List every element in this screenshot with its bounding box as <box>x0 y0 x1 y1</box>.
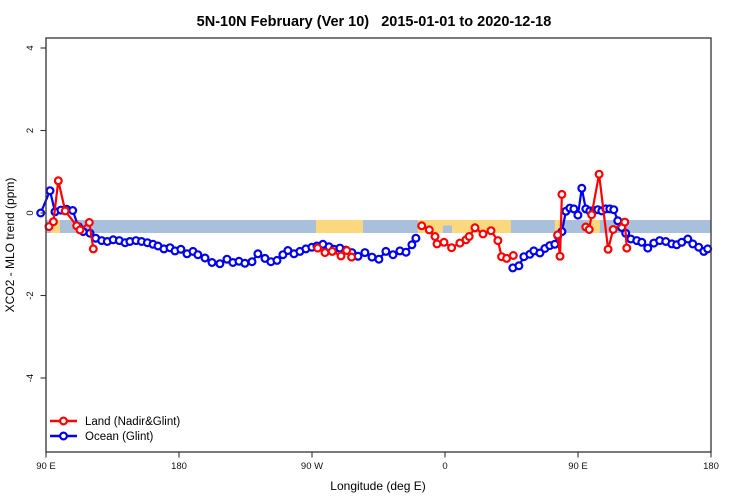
x-tick-label: 90 E <box>568 461 588 472</box>
data-point <box>609 205 619 215</box>
axis-ticks-layer: 90 E 180 90 W 0 90 E 180 -4 -2 0 2 4 <box>25 45 719 472</box>
y-tick-label: 4 <box>25 45 36 50</box>
data-point <box>703 244 713 254</box>
data-point <box>550 239 560 249</box>
y-tick-label: 0 <box>25 210 36 215</box>
y-tick-label: 2 <box>25 128 36 133</box>
data-point <box>75 225 85 235</box>
data-point <box>320 248 330 258</box>
data-point <box>587 210 597 220</box>
data-point <box>327 246 337 256</box>
data-point <box>569 204 579 214</box>
data-point <box>207 258 217 268</box>
data-point <box>200 253 210 263</box>
data-point <box>643 243 653 253</box>
legend-label-land: Land (Nadir&Glint) <box>85 416 180 428</box>
water-notch <box>442 225 452 234</box>
data-point <box>347 252 357 262</box>
land-patch <box>554 220 561 234</box>
data-point <box>253 249 263 259</box>
data-point <box>486 226 496 236</box>
x-tick-label: 90 W <box>301 461 323 472</box>
legend-markers <box>50 416 77 441</box>
data-point <box>381 246 391 256</box>
data-point <box>411 233 421 243</box>
y-axis-label: XCO2 - MLO trend (ppm) <box>3 178 17 313</box>
data-point <box>508 251 518 261</box>
data-point <box>388 250 398 260</box>
ocean-map-band <box>46 220 711 234</box>
data-point <box>637 237 647 247</box>
data-point <box>336 251 346 261</box>
data-point <box>514 261 524 271</box>
data-point <box>577 183 587 193</box>
data-point <box>553 230 563 240</box>
data-point <box>439 237 449 247</box>
plot-border <box>45 37 712 453</box>
chart-title: 5N-10N February (Ver 10) 2015-01-01 to 2… <box>197 14 552 30</box>
data-point <box>48 217 58 227</box>
data-point <box>367 252 377 262</box>
data-point <box>620 217 630 227</box>
data-point <box>603 244 613 254</box>
data-point <box>68 206 78 216</box>
data-point <box>683 234 693 244</box>
data-point <box>215 259 225 269</box>
x-tick-label: 90 E <box>36 461 56 472</box>
data-point <box>417 221 427 231</box>
data-point <box>193 250 203 260</box>
land-patch <box>588 220 600 234</box>
data-point <box>478 229 488 239</box>
data-point <box>176 244 186 254</box>
data-point <box>430 232 440 242</box>
data-point <box>573 210 583 220</box>
data-point <box>60 206 70 216</box>
data-point <box>342 246 352 256</box>
data-point <box>53 176 63 186</box>
legend-point-sample <box>58 416 68 426</box>
legend-point-sample <box>58 431 68 441</box>
data-point <box>360 248 370 258</box>
land-patch <box>315 220 363 234</box>
land-patch <box>51 220 61 234</box>
data-point <box>470 223 480 233</box>
data-point <box>464 232 474 242</box>
data-point <box>401 247 411 257</box>
data-point <box>622 243 632 253</box>
data-point <box>555 251 565 261</box>
x-axis-label: Longitude (deg E) <box>330 479 425 493</box>
y-tick-label: -2 <box>25 291 36 299</box>
data-point <box>424 225 434 235</box>
data-point <box>45 186 55 196</box>
data-point <box>407 240 417 250</box>
series-layer <box>36 169 713 273</box>
data-point <box>608 225 618 235</box>
data-point <box>493 236 503 246</box>
data-point <box>557 189 567 199</box>
data-point <box>584 225 594 235</box>
x-tick-label: 0 <box>442 461 447 472</box>
data-point <box>313 243 323 253</box>
data-point <box>432 239 442 249</box>
x-tick-label: 180 <box>703 461 719 472</box>
data-point <box>240 258 250 268</box>
x-tick-label: 180 <box>171 461 187 472</box>
legend-label-ocean: Ocean (Glint) <box>85 431 154 443</box>
data-point <box>272 255 282 265</box>
data-point <box>594 169 604 179</box>
data-point <box>88 244 98 254</box>
data-point <box>247 257 257 267</box>
data-point <box>84 218 94 228</box>
legend: Land (Nadir&Glint) Ocean (Glint) <box>50 416 180 443</box>
land-series <box>44 169 632 263</box>
data-point <box>374 254 384 264</box>
data-point <box>447 243 457 253</box>
y-tick-label: -4 <box>25 374 36 382</box>
